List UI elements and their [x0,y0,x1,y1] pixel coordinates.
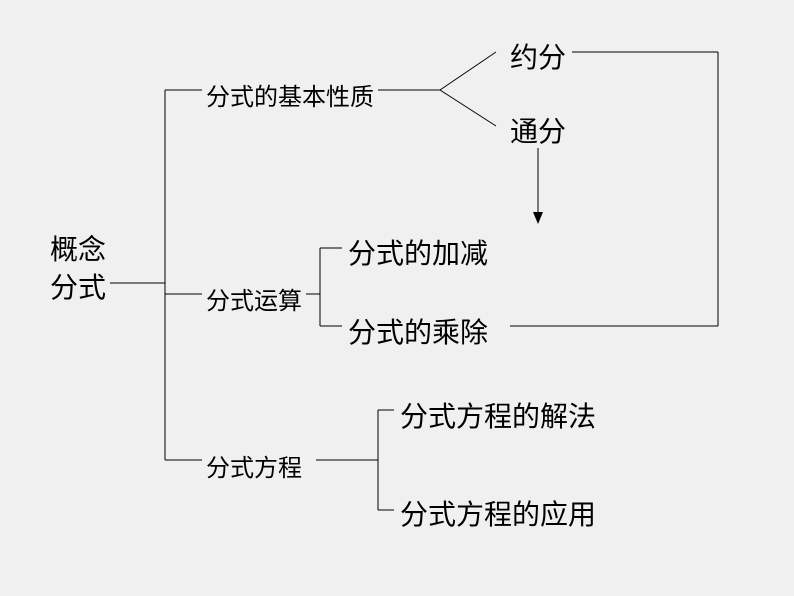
node-apply: 分式方程的应用 [400,493,596,533]
connector-lines [0,0,794,596]
node-equation: 分式方程 [206,448,302,483]
node-simplify: 约分 [510,36,566,76]
node-operation: 分式运算 [206,281,302,316]
node-basic-property: 分式的基本性质 [206,77,374,112]
node-common-denom: 通分 [510,110,566,150]
root-fraction-label: 分式 [50,266,106,306]
node-mul-div: 分式的乘除 [348,311,488,351]
node-add-sub: 分式的加减 [348,232,488,272]
root-concept-label: 概念 [50,228,106,268]
node-solve: 分式方程的解法 [400,395,596,435]
